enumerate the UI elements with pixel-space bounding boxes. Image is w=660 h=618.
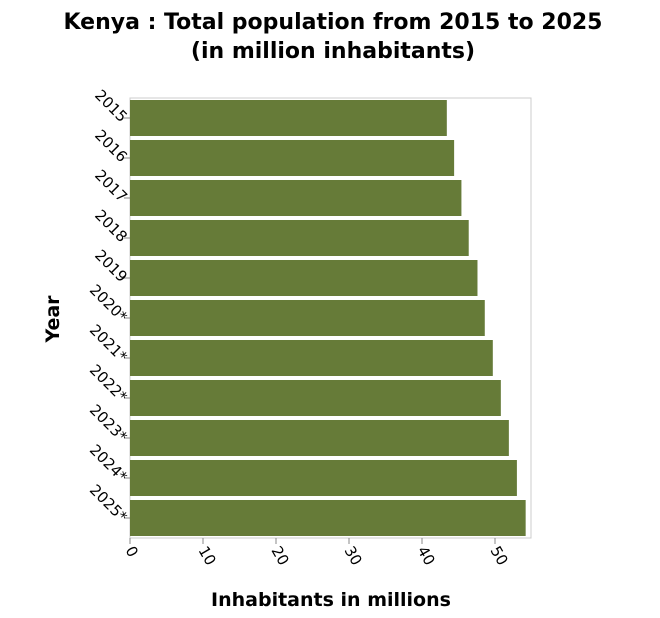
- y-tick-label: 2017: [91, 166, 131, 206]
- x-axis-title: Inhabitants in millions: [211, 589, 451, 611]
- chart-title-line2: (in million inhabitants): [191, 39, 475, 64]
- bar-2024-projected: [130, 460, 517, 496]
- y-tick-label: 2020*: [86, 281, 131, 326]
- bar-2019: [130, 260, 478, 296]
- bar-2020-projected: [130, 300, 485, 336]
- y-tick-label: 2025*: [86, 481, 131, 526]
- bar-2022-projected: [130, 380, 501, 416]
- y-tick-label: 2019: [91, 246, 131, 286]
- x-axis: 0 10 20 30 40 50: [122, 538, 512, 569]
- chart-title-line1: Kenya : Total population from 2015 to 20…: [64, 10, 603, 35]
- bar-2025-projected: [130, 500, 526, 536]
- bar-2018: [130, 220, 469, 256]
- bar-2015: [130, 100, 447, 136]
- x-tick-label: 20: [268, 543, 293, 569]
- y-tick-label: 2024*: [86, 441, 131, 486]
- bar-2021-projected: [130, 340, 493, 376]
- y-tick-label: 2021*: [86, 321, 131, 366]
- x-tick-label: 0: [122, 543, 142, 560]
- y-axis: 201520162017201820192020*2021*2022*2023*…: [86, 86, 131, 526]
- bar-2023-projected: [130, 420, 509, 456]
- y-tick-label: 2023*: [86, 401, 131, 446]
- y-tick-label: 2022*: [86, 361, 131, 406]
- bars-group: [130, 100, 526, 536]
- bar-2016: [130, 140, 455, 176]
- bar-2017: [130, 180, 462, 216]
- x-tick-label: 50: [487, 543, 512, 569]
- y-tick-label: 2016: [91, 126, 131, 166]
- x-tick-label: 30: [341, 543, 366, 569]
- y-tick-label: 2018: [91, 206, 131, 246]
- x-tick-label: 10: [195, 543, 220, 569]
- x-tick-label: 40: [414, 543, 439, 569]
- y-tick-label: 2015: [91, 86, 131, 126]
- y-axis-title: Year: [42, 295, 64, 344]
